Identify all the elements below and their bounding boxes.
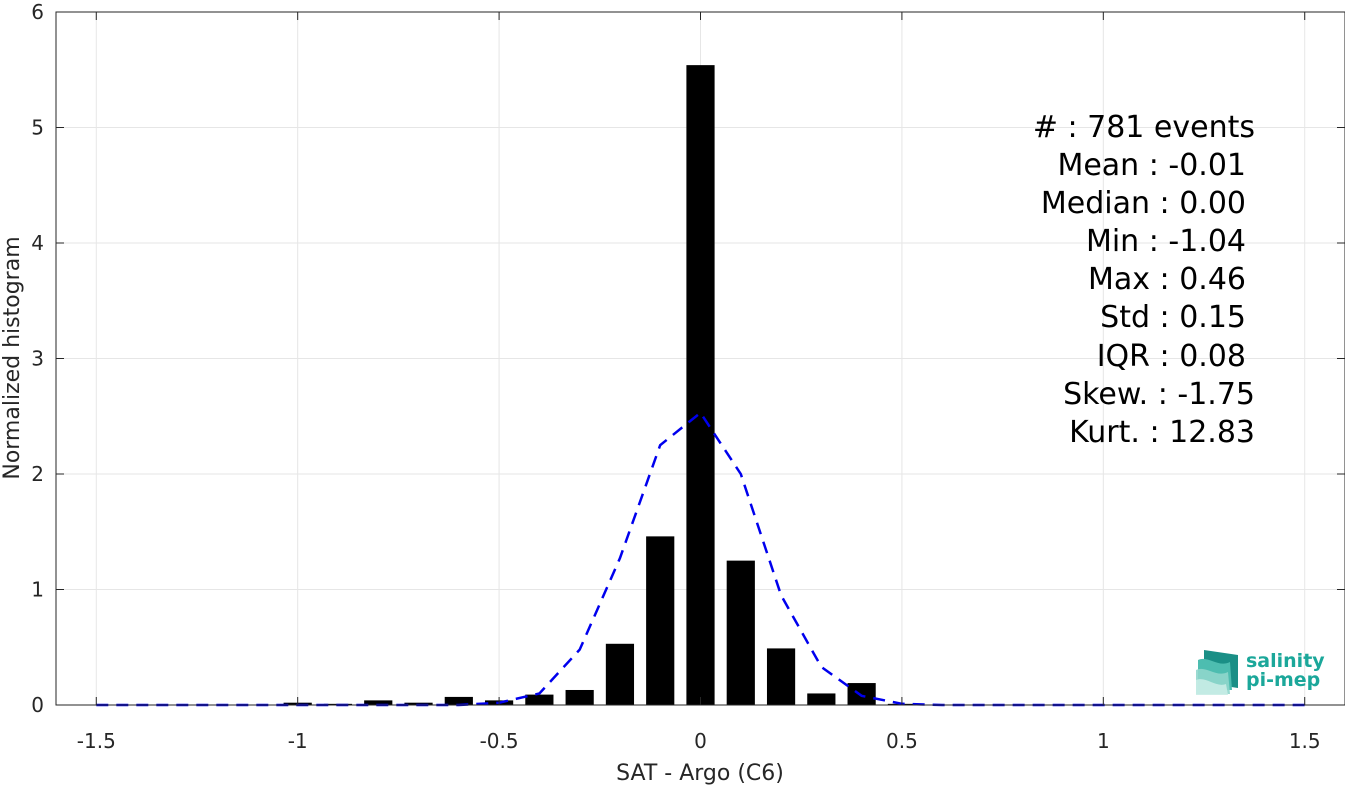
logo-line2: pi-mep xyxy=(1246,669,1320,691)
histogram-bar xyxy=(565,689,594,705)
stat-median: Median : 0.00 xyxy=(1041,186,1246,221)
y-tick-label: 5 xyxy=(31,116,44,140)
stat-skew: Skew. : -1.75 xyxy=(1063,377,1255,412)
x-axis-ticks: -1.5 -1 -0.5 0 0.5 1 1.5 xyxy=(77,12,1321,753)
y-tick-label: 4 xyxy=(31,231,44,255)
x-tick-label: 0 xyxy=(694,729,707,753)
y-tick-label: 0 xyxy=(31,693,44,717)
histogram-bar xyxy=(646,536,675,705)
stats-annotation: # : 781 events Mean : -0.01 Median : 0.0… xyxy=(1033,110,1255,450)
y-axis-label: Normalized histogram xyxy=(0,236,25,479)
histogram-bar xyxy=(807,693,836,705)
logo-line1: salinity xyxy=(1246,650,1325,672)
x-tick-label: -0.5 xyxy=(480,729,519,753)
logo-wave-icon xyxy=(1196,650,1238,695)
histogram-bar xyxy=(605,643,635,705)
y-axis-ticks: 0 1 2 3 4 5 6 xyxy=(31,0,1345,717)
y-tick-label: 2 xyxy=(31,462,44,486)
stat-iqr: IQR : 0.08 xyxy=(1097,339,1246,374)
x-tick-label: 0.5 xyxy=(886,729,918,753)
x-tick-label: 1.5 xyxy=(1289,729,1321,753)
histogram-bar xyxy=(766,648,796,705)
y-tick-label: 3 xyxy=(31,347,44,371)
y-tick-label: 6 xyxy=(31,0,44,24)
histogram-bar xyxy=(847,683,876,705)
histogram-bar xyxy=(364,700,393,705)
histogram-bar xyxy=(726,560,755,705)
y-tick-label: 1 xyxy=(31,578,44,602)
histogram-bar xyxy=(686,65,715,705)
stat-min: Min : -1.04 xyxy=(1086,224,1246,259)
salinity-pi-mep-logo: salinity pi-mep xyxy=(1196,650,1325,695)
stat-count: # : 781 events xyxy=(1033,110,1255,145)
stat-max: Max : 0.46 xyxy=(1088,262,1246,297)
x-tick-label: -1 xyxy=(288,729,308,753)
bars-group xyxy=(283,65,917,705)
histogram-bar xyxy=(444,696,473,705)
x-tick-label: 1 xyxy=(1097,729,1110,753)
x-tick-label: -1.5 xyxy=(77,729,116,753)
stat-std: Std : 0.15 xyxy=(1100,300,1246,335)
histogram-bar xyxy=(525,694,554,705)
x-axis-label: SAT - Argo (C6) xyxy=(616,761,784,786)
stat-mean: Mean : -0.01 xyxy=(1057,148,1246,183)
stat-kurt: Kurt. : 12.83 xyxy=(1069,415,1255,450)
